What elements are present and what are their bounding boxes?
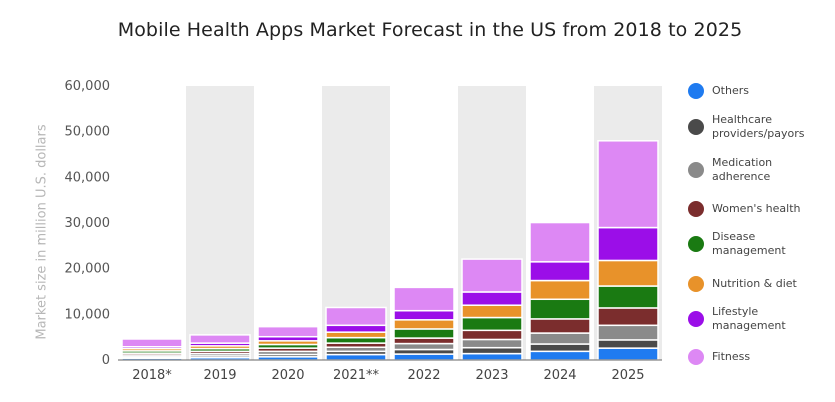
- legend-swatch: [688, 236, 704, 252]
- legend-label: Fitness: [712, 350, 751, 363]
- y-tick-label: 0: [102, 353, 110, 368]
- bar-segment: [325, 336, 387, 344]
- bar-segment: [529, 332, 591, 345]
- legend-swatch: [688, 311, 704, 327]
- bar-segment: [529, 279, 591, 301]
- bar-segment: [393, 309, 455, 321]
- legend-item: Women's health: [688, 201, 822, 217]
- bar-segment: [597, 259, 659, 287]
- bar-segment: [461, 346, 523, 355]
- legend-swatch: [688, 162, 704, 178]
- bar-segment: [461, 352, 523, 361]
- y-tick-label: 20,000: [65, 262, 111, 277]
- legend-label: Women's health: [712, 202, 801, 215]
- legend-label: Disease management: [712, 230, 786, 257]
- bar-segment: [597, 140, 659, 229]
- bar-segment: [393, 328, 455, 339]
- legend-swatch: [688, 276, 704, 292]
- bar-segment: [529, 350, 591, 361]
- bar-segment: [529, 343, 591, 353]
- y-tick-label: 60,000: [65, 79, 111, 94]
- legend-swatch: [688, 83, 704, 99]
- bar-segment: [529, 261, 591, 282]
- legend-swatch: [688, 119, 704, 135]
- bar-segment: [325, 353, 387, 361]
- bar-segment: [461, 304, 523, 319]
- bar-segment: [393, 342, 455, 351]
- bar-segment: [597, 324, 659, 341]
- legend-item: Lifestyle management: [688, 305, 822, 333]
- x-tick-label: 2019: [203, 368, 236, 383]
- x-tick-label: 2023: [475, 368, 508, 383]
- y-tick-label: 40,000: [65, 170, 111, 185]
- legend-label: Nutrition & diet: [712, 277, 797, 290]
- bar-segment: [529, 298, 591, 320]
- legend-item: Healthcare providers/payors: [688, 113, 822, 141]
- legend-item: Nutrition & diet: [688, 276, 822, 292]
- bar-segment: [393, 286, 455, 312]
- bar-segment: [461, 291, 523, 306]
- bar-segment: [597, 307, 659, 327]
- x-tick-label: 2018*: [132, 368, 172, 383]
- bar-segment: [393, 337, 455, 345]
- legend-label: Others: [712, 84, 749, 97]
- legend-label: Medication adherence: [712, 156, 773, 183]
- bar-segment: [461, 316, 523, 332]
- x-tick-label: 2022: [407, 368, 440, 383]
- bar-segment: [393, 353, 455, 361]
- bar-segment: [189, 334, 251, 344]
- legend-swatch: [688, 201, 704, 217]
- y-tick-label: 30,000: [65, 216, 111, 231]
- legend-item: Medication adherence: [688, 156, 822, 184]
- bar-segment: [325, 324, 387, 333]
- bar-segment: [461, 329, 523, 341]
- x-tick-label: 2024: [543, 368, 576, 383]
- bar-segment: [597, 339, 659, 349]
- bar-segment: [461, 258, 523, 293]
- legend-item: Others: [688, 83, 822, 99]
- bar-segment: [393, 319, 455, 330]
- x-tick-label: 2020: [271, 368, 304, 383]
- bar-segment: [529, 221, 591, 263]
- chart-title: Mobile Health Apps Market Forecast in th…: [117, 19, 743, 41]
- legend-swatch: [688, 349, 704, 365]
- bar-segment: [597, 285, 659, 309]
- bar-segment: [257, 325, 319, 338]
- bar-segment: [461, 338, 523, 349]
- column-band: [186, 86, 254, 360]
- bar-segment: [121, 338, 183, 348]
- y-tick-label: 50,000: [65, 125, 111, 140]
- bar-segment: [529, 318, 591, 334]
- legend-item: Disease management: [688, 230, 822, 258]
- bar-segment: [325, 306, 387, 327]
- legend-item: Fitness: [688, 349, 822, 365]
- legend-label: Healthcare providers/payors: [712, 113, 805, 140]
- x-tick-label: 2021**: [333, 368, 380, 383]
- legend-label: Lifestyle management: [712, 305, 786, 332]
- bar-segment: [325, 331, 387, 339]
- y-tick-label: 10,000: [65, 307, 111, 322]
- x-tick-label: 2025: [611, 368, 644, 383]
- bar-segment: [597, 226, 659, 262]
- bar-segment: [597, 347, 659, 361]
